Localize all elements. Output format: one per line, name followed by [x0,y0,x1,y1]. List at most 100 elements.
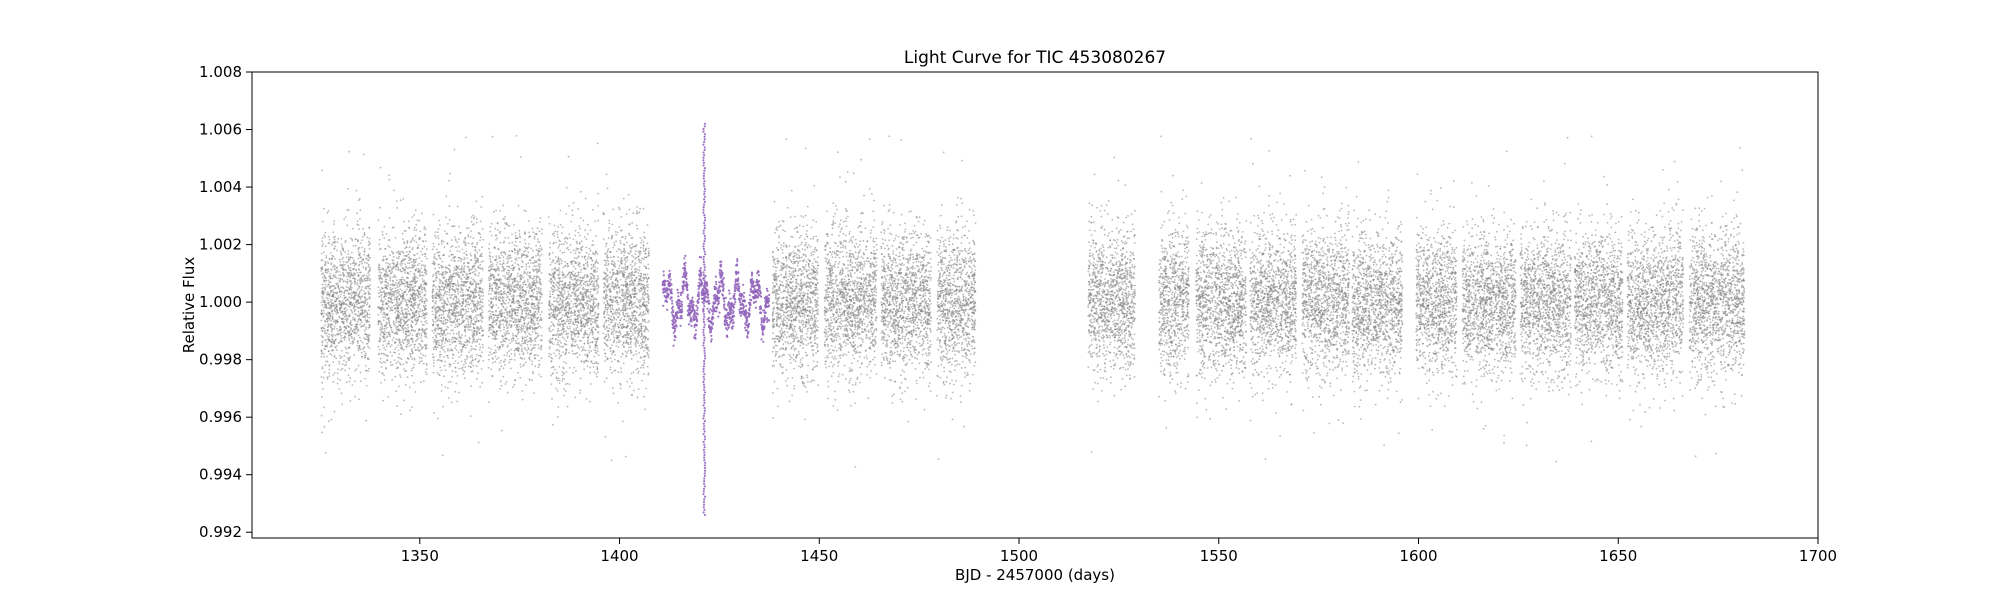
data-point [331,257,333,259]
data-point [403,330,405,332]
data-point [421,260,423,262]
data-point [481,196,483,198]
data-point [533,262,535,264]
data-point [481,261,483,263]
data-point [588,253,590,255]
data-point [392,339,394,341]
data-point [515,241,517,243]
data-point [496,358,498,360]
data-point [537,355,539,357]
data-point [492,265,494,267]
data-point [347,325,349,327]
data-point [401,329,403,331]
data-point [504,277,506,279]
data-point [434,294,436,296]
data-point [460,343,462,345]
data-point [406,247,408,249]
data-point [530,248,532,250]
data-point [424,234,426,236]
data-point [369,335,371,337]
data-point [343,314,345,316]
data-point [396,319,398,321]
data-point [366,304,368,306]
data-point [467,356,469,358]
data-point [364,310,366,312]
data-point [534,288,536,290]
data-point [394,342,396,344]
data-point [385,368,387,370]
data-point [451,239,453,241]
data-point [353,269,355,271]
data-point [433,321,435,323]
data-point [383,307,385,309]
data-point [404,255,406,257]
data-point [523,254,525,256]
data-point [353,337,355,339]
data-point [501,365,503,367]
data-point [409,262,411,264]
data-point [539,259,541,261]
data-point [519,353,521,355]
data-point [442,286,444,288]
data-point [517,338,519,340]
data-point [351,252,353,254]
data-point [416,253,418,255]
data-point [521,348,523,350]
data-point [396,300,398,302]
data-point [440,309,442,311]
data-point [346,317,348,319]
data-point [405,258,407,260]
data-point [406,251,408,253]
data-point [525,292,527,294]
data-point [531,321,533,323]
data-point [526,350,528,352]
data-point [461,361,463,363]
data-point [422,355,424,357]
data-point [357,279,359,281]
data-point [532,347,534,349]
data-point [466,339,468,341]
data-point [463,345,465,347]
data-point [490,348,492,350]
data-point [528,246,530,248]
data-point [394,312,396,314]
data-point [321,309,323,311]
data-point [504,222,506,224]
data-point [473,334,475,336]
data-point [481,368,483,370]
data-point [408,334,410,336]
data-point [456,241,458,243]
data-point [408,310,410,312]
data-point [448,180,450,182]
data-point [387,285,389,287]
data-point [473,301,475,303]
data-point [503,329,505,331]
data-point [509,315,511,317]
data-point [502,205,504,207]
data-point [359,292,361,294]
data-point [394,349,396,351]
data-point [527,256,529,258]
data-point [512,333,514,335]
data-point [515,237,517,239]
data-point [378,267,380,269]
data-point [331,311,333,313]
data-point [386,292,388,294]
data-point [490,226,492,228]
data-point [453,308,455,310]
data-point [511,260,513,262]
data-point [534,236,536,238]
data-point [380,382,382,384]
data-point [417,247,419,249]
data-point [324,292,326,294]
data-point [464,326,466,328]
data-point [409,409,411,411]
data-point [355,328,357,330]
data-point [418,350,420,352]
data-point [346,309,348,311]
data-point [349,377,351,379]
data-point [352,297,354,299]
data-point [467,262,469,264]
data-point [463,240,465,242]
data-point [398,386,400,388]
